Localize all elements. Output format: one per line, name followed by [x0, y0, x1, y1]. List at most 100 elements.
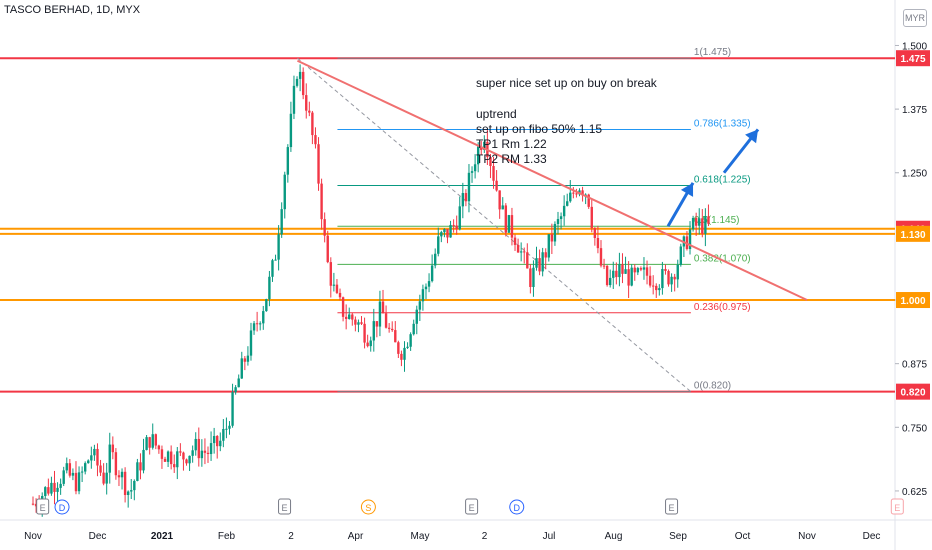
chart-annotation: uptrend: [476, 107, 517, 121]
candle-body: [446, 229, 449, 238]
target-arrow-1[interactable]: [666, 182, 695, 227]
candle-body: [424, 286, 428, 290]
candle-body: [667, 270, 670, 285]
candle-body: [344, 316, 348, 319]
candle-body: [179, 451, 182, 453]
candle-body: [44, 487, 47, 497]
event-marker-E[interactable]: E: [665, 498, 679, 515]
symbol-title: TASCO BERHAD, 1D, MYX: [4, 4, 141, 16]
event-marker-E[interactable]: E: [36, 498, 50, 515]
candle-body: [59, 483, 62, 488]
candle-body: [56, 487, 59, 492]
event-marker-label: E: [669, 503, 675, 513]
candle-body: [624, 269, 627, 274]
candle-body: [704, 216, 707, 234]
event-marker-label: D: [514, 503, 521, 513]
y-tick-label: 1.500: [902, 41, 927, 52]
event-marker-E[interactable]: E: [278, 498, 292, 515]
chart-annotation: super nice set up on buy on break: [476, 76, 658, 90]
candle-body: [271, 260, 274, 277]
candle-body: [206, 452, 210, 455]
candle-body: [384, 313, 388, 328]
candle-body: [283, 174, 286, 210]
y-tick-label: 1.250: [902, 169, 927, 180]
candle-body: [473, 164, 477, 172]
candle-body: [691, 217, 695, 230]
candle-body: [369, 340, 372, 347]
candle-body: [351, 314, 354, 320]
candle-body: [148, 437, 151, 448]
x-tick-label: Nov: [24, 531, 42, 542]
event-marker-D[interactable]: D: [509, 499, 525, 515]
candle-body: [268, 276, 271, 300]
descending-trendline[interactable]: [297, 59, 808, 301]
event-marker-label: E: [894, 503, 900, 513]
event-marker-E[interactable]: E: [465, 498, 479, 515]
candle-body: [464, 193, 468, 202]
price-axis-label: 1.130: [896, 225, 930, 242]
candle-body: [701, 218, 704, 234]
event-marker-S[interactable]: S: [360, 499, 376, 515]
candle-body: [375, 321, 379, 327]
candle-body: [176, 451, 179, 468]
candle-body: [372, 321, 375, 341]
candle-body: [559, 216, 563, 220]
candle-body: [458, 206, 461, 230]
candle-body: [338, 292, 342, 298]
candle-body: [433, 253, 437, 266]
candle-body: [452, 224, 455, 226]
candle-body: [274, 259, 277, 261]
candle-body: [391, 328, 394, 331]
candle-body: [111, 444, 115, 453]
candle-body: [366, 342, 369, 347]
target-arrow-2[interactable]: [722, 128, 760, 174]
candle-body: [381, 301, 385, 314]
candle-body: [581, 190, 584, 196]
event-marker-label: E: [282, 503, 288, 513]
candle-body: [123, 471, 127, 496]
candle-body: [658, 288, 661, 291]
currency-button[interactable]: MYR: [903, 9, 927, 27]
candle-body: [169, 451, 173, 465]
chart-annotation: set up on fibo 50% 1.15: [476, 122, 602, 136]
candle-body: [277, 234, 280, 260]
candle-body: [348, 314, 351, 319]
candle-body: [231, 392, 234, 426]
chart-annotation: TP2 RM 1.33: [476, 152, 547, 166]
candle-body: [317, 144, 320, 184]
candle-body: [62, 470, 65, 484]
candle-body: [655, 285, 658, 291]
candle-body: [65, 463, 68, 471]
candle-body: [523, 251, 526, 253]
candle-body: [535, 258, 538, 268]
fib-trend-line[interactable]: [297, 57, 692, 393]
x-tick-label: Aug: [605, 531, 623, 542]
candle-body: [301, 71, 305, 96]
candle-body: [126, 491, 130, 496]
fib-level-label: 0(0.820): [694, 381, 731, 392]
candle-body: [255, 323, 259, 325]
candle-body: [387, 327, 391, 329]
candle-body: [489, 157, 492, 167]
candle-body: [501, 205, 504, 210]
candle-body: [415, 309, 418, 324]
event-marker-E[interactable]: E: [890, 498, 904, 515]
candle-body: [228, 425, 231, 429]
x-tick-label: May: [411, 531, 430, 542]
candle-body: [335, 284, 339, 293]
event-marker-D[interactable]: D: [54, 499, 70, 515]
candle-body: [99, 465, 102, 473]
fib-level-label: 0.236(0.975): [694, 302, 751, 313]
candle-body: [378, 301, 382, 327]
candle-body: [642, 267, 646, 270]
candle-body: [31, 503, 35, 505]
candle-body: [354, 319, 357, 325]
candle-body: [483, 141, 486, 150]
candle-body: [602, 265, 606, 267]
candle-body: [157, 445, 161, 450]
candle-body: [593, 228, 597, 239]
candle-body: [136, 462, 139, 481]
candle-body: [630, 267, 633, 286]
candle-body: [105, 472, 108, 484]
